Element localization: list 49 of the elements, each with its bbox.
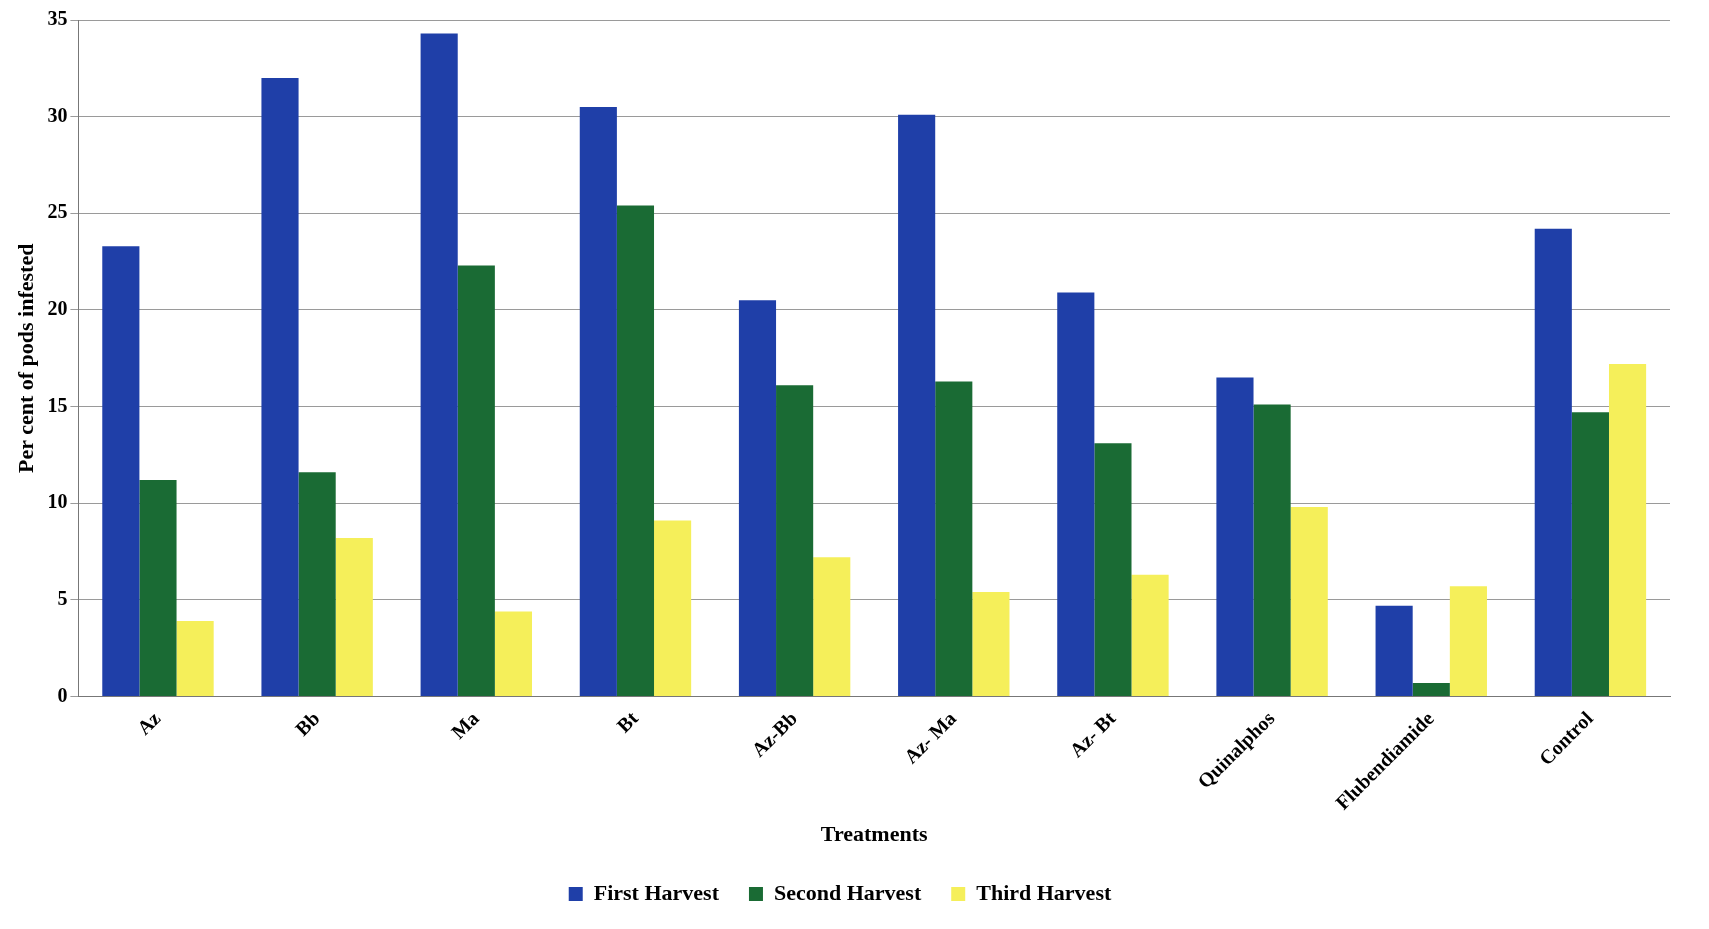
bar	[1094, 443, 1132, 696]
bar	[176, 621, 214, 696]
bar	[1253, 404, 1291, 696]
bar	[1057, 292, 1095, 696]
bar	[813, 557, 851, 696]
bar	[1534, 228, 1572, 696]
bar	[420, 33, 458, 696]
bar	[972, 592, 1010, 696]
bar	[1608, 364, 1647, 696]
bar	[935, 381, 973, 696]
bar	[1412, 682, 1450, 696]
y-tick-label: 15	[47, 393, 68, 416]
bar	[261, 77, 299, 696]
legend-label: Third Harvest	[976, 879, 1112, 905]
y-tick-label: 5	[57, 587, 68, 610]
x-tick-label: Az- Bt	[1064, 706, 1120, 762]
x-tick-label: Bt	[612, 706, 643, 737]
bar	[102, 246, 140, 696]
y-axis-title: Per cent of pods infested	[12, 243, 38, 473]
x-tick-label: Bb	[290, 706, 324, 740]
x-tick-label: Az	[132, 706, 165, 739]
x-axis-title: Treatments	[820, 821, 928, 847]
bar	[654, 520, 692, 696]
y-tick-label: 0	[57, 683, 68, 706]
bar	[457, 265, 495, 696]
y-tick-label: 35	[47, 7, 68, 30]
y-tick-label: 10	[47, 490, 68, 513]
y-tick-label: 30	[47, 103, 68, 126]
bar	[776, 385, 814, 696]
bar	[1290, 507, 1328, 696]
x-tick-label: Az- Ma	[899, 706, 961, 768]
legend-label: Second Harvest	[773, 879, 922, 905]
x-tick-label: Ma	[446, 706, 483, 743]
bar	[738, 300, 777, 696]
bar	[898, 114, 936, 696]
bar	[139, 480, 177, 696]
bar	[1375, 605, 1413, 696]
bar	[1131, 574, 1169, 696]
bar	[1571, 412, 1609, 696]
y-tick-label: 20	[47, 297, 68, 320]
bar	[1449, 586, 1487, 696]
y-tick-label: 25	[47, 200, 68, 223]
bar	[616, 205, 655, 696]
bar	[579, 106, 617, 696]
bar	[494, 611, 533, 696]
bar	[335, 537, 373, 696]
bar	[1216, 377, 1254, 696]
bar	[298, 472, 336, 696]
legend-label: First Harvest	[593, 879, 720, 905]
